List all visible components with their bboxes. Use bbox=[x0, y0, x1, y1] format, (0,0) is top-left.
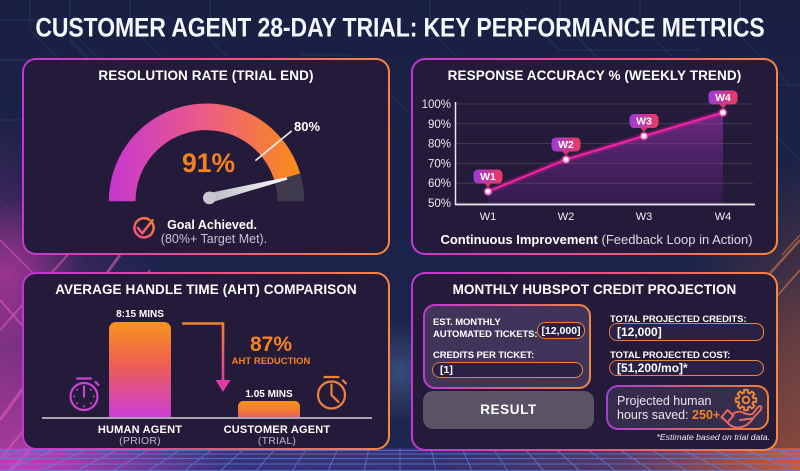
svg-text:60%: 60% bbox=[428, 178, 451, 190]
svg-text:70%: 70% bbox=[428, 158, 451, 170]
svg-text:W2: W2 bbox=[558, 139, 574, 151]
svg-text:80%: 80% bbox=[428, 139, 451, 151]
svg-text:W3: W3 bbox=[636, 116, 652, 128]
svg-text:W1: W1 bbox=[480, 211, 497, 223]
svg-text:W1: W1 bbox=[480, 171, 496, 183]
svg-text:100%: 100% bbox=[422, 99, 451, 111]
svg-text:W2: W2 bbox=[558, 211, 575, 223]
svg-text:50%: 50% bbox=[428, 198, 451, 210]
svg-text:W4: W4 bbox=[715, 211, 732, 223]
svg-text:W3: W3 bbox=[636, 211, 653, 223]
svg-text:W4: W4 bbox=[715, 92, 731, 104]
svg-text:90%: 90% bbox=[428, 119, 451, 131]
